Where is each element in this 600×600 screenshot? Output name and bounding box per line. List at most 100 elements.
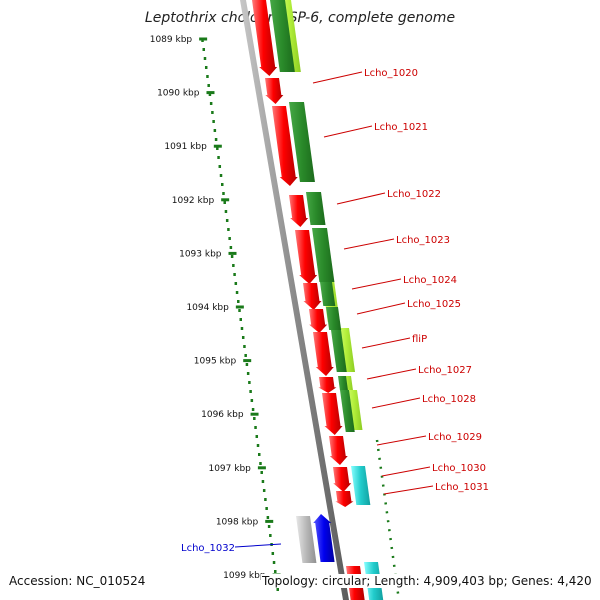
label-leader-line [376, 435, 427, 446]
scale-tick-label: 1090 kbp [157, 89, 200, 99]
tick-dot [213, 129, 217, 132]
gene-arrow [322, 393, 343, 435]
map-title: Leptothrix cholodnii SP-6, complete geno… [144, 10, 456, 26]
tick-dot [208, 93, 212, 96]
gene-label: Lcho_1031 [435, 482, 489, 493]
tick-dot [246, 372, 250, 375]
gene-block [289, 102, 315, 182]
scale-tick-label: 1091 kbp [164, 142, 207, 152]
tick-dot [218, 165, 222, 168]
label-leader-line [383, 485, 434, 495]
tick-dot [244, 354, 247, 357]
tick-dot [229, 246, 233, 249]
gene-labels: Lcho_1020 Lcho_1021 Lcho_1022 Lcho_1023 Lcho… [181, 68, 489, 554]
tick-dot [249, 390, 252, 393]
scale-tick-label: 1099 kbp [223, 571, 266, 581]
gene-arrow [272, 106, 298, 186]
tick-dot [232, 264, 235, 267]
tick-dot [204, 66, 208, 69]
topology-label: Topology: circular; Length: 4,909,403 bp… [261, 574, 593, 588]
tick-dot [266, 516, 270, 519]
label-leader-line [381, 466, 431, 477]
tick-dot [250, 399, 254, 402]
gene-label: Lcho_1032 [181, 543, 235, 554]
gene-block [351, 466, 371, 505]
tick-dot [272, 561, 276, 564]
gene-label: Lcho_1027 [418, 365, 472, 376]
scale-tick-label: 1093 kbp [179, 249, 222, 259]
label-leader-line [371, 397, 421, 409]
gene-arrow [333, 467, 352, 492]
gene-block [306, 192, 326, 225]
tick-dot [241, 336, 245, 339]
tick-dot [259, 462, 262, 465]
label-leader-line [336, 192, 386, 205]
gene-arrow [318, 377, 337, 393]
tick-dot [269, 534, 272, 537]
tick-dot [228, 237, 231, 240]
tick-dot [221, 183, 224, 186]
scale-tick-label: 1096 kbp [201, 410, 244, 420]
scale-ticks: 1089 kbp 1090 kbp 1091 kbp 1092 kbp 1093 kbp… [150, 35, 281, 581]
gene-arrow [289, 195, 309, 227]
gene-label: Lcho_1021 [374, 122, 428, 133]
tick-dot [267, 525, 271, 528]
scale-tick-label: 1094 kbp [186, 303, 229, 313]
tick-dot [206, 75, 209, 78]
label-leader-line [366, 368, 417, 380]
tick-dot [262, 489, 266, 492]
tick-dot [254, 426, 257, 429]
tick-dot [237, 300, 240, 303]
gene-arrow [303, 283, 322, 310]
gene-arrow [313, 332, 334, 376]
tick-dot [235, 291, 239, 294]
gene-arrow [252, 0, 278, 76]
tick-dot [243, 345, 246, 348]
scale-tick-label: 1089 kbp [150, 35, 193, 45]
tick-dot [238, 309, 241, 312]
label-leader-line [356, 302, 406, 315]
tick-dot [240, 327, 244, 330]
tick-dot [261, 480, 265, 483]
gene-label: Lcho_1020 [364, 68, 418, 79]
label-leader-line [343, 238, 395, 250]
genome-backbone [240, 0, 349, 600]
tick-dot [257, 453, 261, 456]
tick-dot [227, 228, 230, 231]
gene-arrow [313, 514, 335, 562]
gene-arrow [295, 230, 318, 284]
tick-dot [239, 318, 242, 321]
gene-arrow [265, 78, 284, 104]
tick-dot [255, 435, 259, 438]
tick-dot [274, 570, 277, 573]
label-leader-line [312, 71, 363, 84]
tick-dot [233, 273, 236, 276]
tick-dot [217, 156, 220, 159]
gene-block [331, 330, 347, 372]
gene-label: Lcho_1022 [387, 189, 441, 200]
tick-dot [203, 57, 207, 60]
tick-dot [214, 138, 218, 141]
gene-label: Lcho_1030 [432, 463, 486, 474]
gene-features [252, 0, 384, 600]
tick-dot [222, 192, 225, 195]
tick-dot [264, 498, 267, 501]
label-leader-line [323, 125, 373, 138]
gene-arrow [329, 436, 348, 465]
tick-dot [265, 507, 268, 510]
gene-label: Lcho_1024 [403, 275, 457, 286]
label-leader-line [351, 278, 402, 290]
gene-label: Lcho_1028 [422, 394, 476, 405]
gene-block [296, 516, 317, 563]
tick-dot [276, 588, 279, 591]
gene-block [338, 376, 348, 390]
tick-dot [251, 408, 255, 411]
gene-block [320, 282, 336, 306]
scale-tick-label: 1098 kbp [216, 517, 259, 527]
tick-dot [223, 201, 226, 204]
tick-dot [209, 102, 213, 105]
tick-dot [260, 471, 263, 474]
tick-dot [212, 120, 215, 123]
tick-dot [256, 444, 260, 447]
